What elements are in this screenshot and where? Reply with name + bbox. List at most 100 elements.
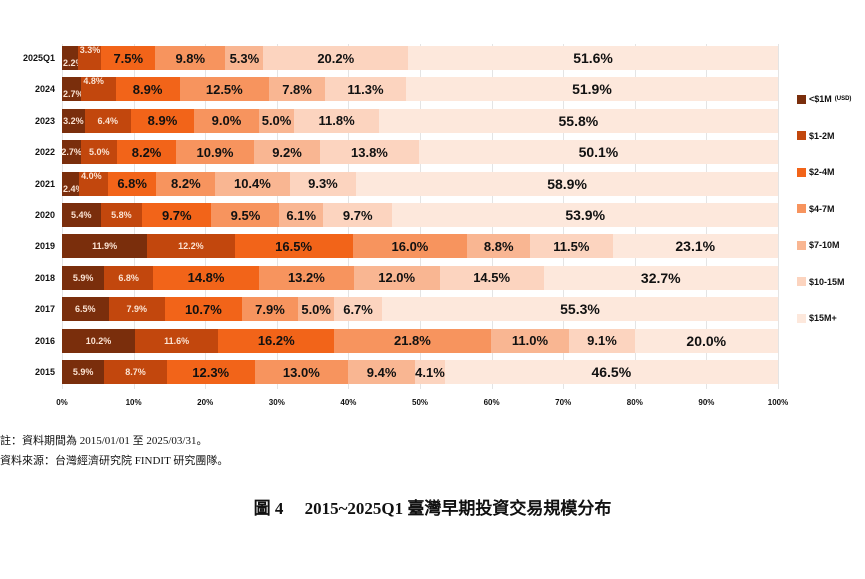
bar-row: 6.5% 7.9% 10.7% 7.9% 5.0% 6.7% 55.3% (62, 297, 778, 322)
segment-value-label: 6.8% (117, 176, 147, 192)
segment-value-label: 9.7% (161, 207, 192, 223)
bar-segment: 2.2% (62, 46, 84, 70)
bar-segment: 11.5% (530, 234, 613, 259)
x-tick-label: 60% (483, 398, 500, 407)
bar-segment: 3.3% (77, 45, 102, 70)
segment-value-label: 11.8% (318, 113, 355, 129)
bar-segment: 6.8% (107, 171, 157, 196)
segment-value-label: 51.6% (573, 50, 613, 66)
bar-segment: 6.4% (84, 108, 131, 133)
legend-item: <$1M (USD) (797, 92, 851, 106)
bar-segment: 12.3% (166, 360, 255, 384)
bar-segment: 9.3% (289, 171, 357, 196)
bar-segment: 9.7% (323, 203, 393, 227)
x-tick-label: 40% (340, 398, 357, 407)
segment-value-label: 13.8% (351, 144, 388, 160)
bar-row: 3.2% 6.4% 8.9% 9.0% 5.0% 11.8% 55.8% (62, 108, 778, 133)
legend-item: $7-10M (797, 238, 851, 252)
bar-segment: 12.2% (147, 234, 235, 259)
bar-segment: 2.7% (62, 77, 84, 102)
segment-value-label: 10.7% (184, 301, 222, 317)
bar-segment: 11.8% (294, 108, 379, 133)
bar-segment: 4.8% (81, 76, 116, 102)
segment-value-label: 3.2% (63, 115, 84, 126)
stacked-bar-chart: 2.2% 3.3% 7.5% 9.8% 5.3% 20.2% 51.6% 2.7% 4.8% 8.… (23, 44, 851, 407)
segment-value-label: 23.1% (675, 238, 716, 255)
y-category-label: 2017 (34, 304, 55, 315)
bar-segment: 16.2% (218, 328, 335, 353)
bar-segment: 10.9% (175, 140, 255, 165)
segment-value-label: 6.8% (118, 272, 139, 283)
segment-value-label: 7.9% (126, 304, 148, 315)
bar-segment: 8.2% (156, 171, 216, 196)
segment-value-label: 10.9% (196, 144, 234, 160)
legend-item: $10-15M (797, 275, 851, 289)
segment-value-label: 32.7% (640, 269, 681, 286)
x-tick-label: 10% (125, 398, 142, 407)
x-tick-label: 50% (411, 398, 429, 407)
x-tick-label: 20% (197, 398, 214, 407)
bar-segment: 9.2% (254, 140, 320, 165)
bar-segment: 20.0% (634, 328, 778, 353)
segment-value-label: 46.5% (591, 364, 632, 380)
legend-label: $4-7M (809, 203, 835, 214)
segment-value-label: 9.3% (308, 176, 338, 192)
segment-value-label: 8.7% (125, 367, 146, 377)
note-source: 資料來源：台灣經濟研究院 FINDIT 研究團隊。 (0, 455, 229, 467)
bar-segment: 13.2% (259, 265, 354, 290)
segment-value-label: 11.6% (164, 335, 190, 346)
bar-segment: 53.9% (392, 203, 778, 227)
bar-segment: 51.6% (408, 46, 778, 70)
y-category-label: 2022 (34, 147, 55, 158)
bar-segment: 4.1% (415, 360, 445, 384)
x-tick-label: 90% (698, 398, 715, 407)
legend-swatch-icon (797, 204, 806, 213)
bar-segment: 14.8% (153, 265, 260, 290)
bar-segment: 14.5% (439, 265, 544, 290)
segment-value-label: 2.7% (63, 89, 84, 100)
bar-segment: 16.0% (352, 234, 468, 259)
bar-segment: 6.7% (334, 297, 383, 322)
bar-segment: 11.6% (135, 328, 219, 353)
legend-item: $15M+ (797, 311, 851, 325)
legend-label: $1-2M (809, 130, 835, 141)
plot-area: 2.2% 3.3% 7.5% 9.8% 5.3% 20.2% 51.6% 2.7% 4.8% 8.… (61, 44, 779, 389)
bar-segment: 12.0% (353, 265, 440, 290)
legend-label: $7-10M (809, 240, 840, 250)
bar-segment: 10.7% (165, 297, 242, 322)
bar-segment: 8.9% (115, 77, 180, 102)
bar-row: 10.2% 11.6% 16.2% 21.8% 11.0% 9.1% 20.0% (62, 328, 778, 353)
segment-value-label: 6.7% (343, 301, 373, 317)
bar-row: 2.7% 5.0% 8.2% 10.9% 9.2% 13.8% 50.1% (61, 140, 778, 165)
segment-value-label: 11.5% (553, 238, 590, 254)
bar-segment: 5.4% (62, 203, 101, 227)
segment-value-label: 50.1% (578, 144, 619, 161)
bar-segment: 16.5% (234, 234, 353, 259)
bar-segment: 58.9% (356, 171, 778, 196)
segment-value-label: 5.9% (72, 367, 94, 377)
y-category-label: 2021 (34, 178, 55, 189)
x-tick-label: 0% (56, 398, 68, 407)
segment-value-label: 9.1% (587, 333, 617, 349)
bar-segment: 50.1% (418, 140, 778, 165)
bar-segment: 11.3% (324, 77, 406, 102)
legend-swatch-icon (797, 94, 806, 104)
bar-row: 5.4% 5.8% 9.7% 9.5% 6.1% 9.7% 53.9% (62, 203, 778, 227)
bar-segment: 11.9% (62, 234, 148, 259)
bar-segment: 3.2% (62, 108, 85, 133)
bar-segment: 9.4% (347, 360, 416, 384)
legend-swatch-icon (797, 131, 806, 140)
segment-value-label: 2.2% (63, 58, 84, 68)
bar-segment: 6.1% (279, 203, 324, 227)
legend-item: $1-2M (797, 129, 851, 143)
bar-row: 5.9% 8.7% 12.3% 13.0% 9.4% 4.1% 46.5% (62, 360, 778, 384)
bar-segment: 8.9% (130, 108, 195, 133)
segment-value-label: 16.5% (275, 238, 313, 254)
y-category-label: 2015 (34, 367, 55, 377)
legend-label: <$1M (809, 94, 832, 104)
segment-value-label: 5.3% (229, 50, 260, 66)
bar-segment: 5.0% (298, 297, 335, 322)
segment-value-label: 16.0% (391, 238, 429, 254)
bar-segment: 23.1% (612, 234, 778, 259)
segment-value-label: 6.4% (97, 115, 119, 126)
